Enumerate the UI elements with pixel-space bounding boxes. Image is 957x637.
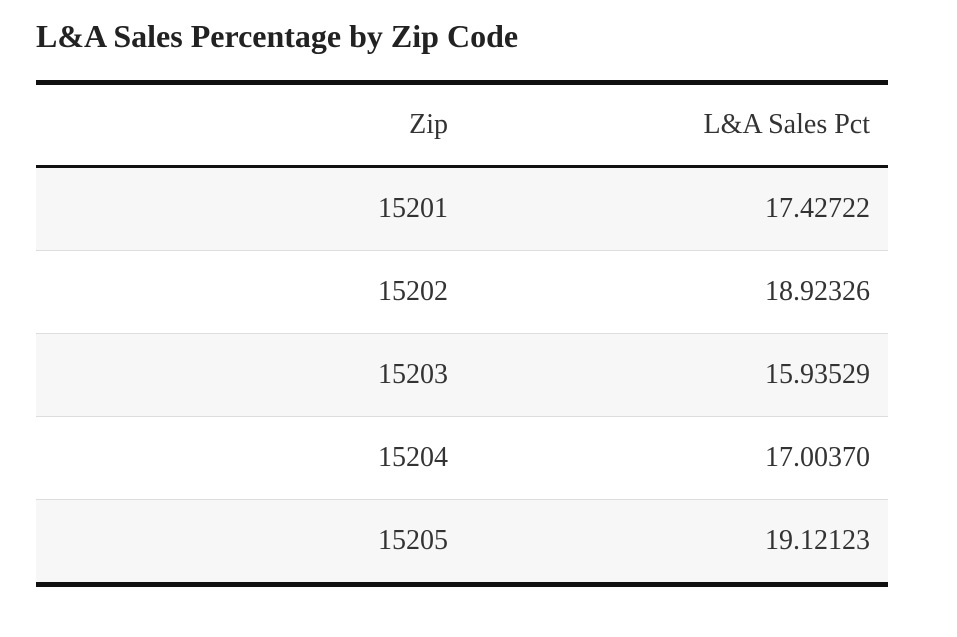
zip-cell: 15202 — [36, 250, 466, 334]
zip-cell: 15201 — [378, 193, 448, 224]
zip-cell: 15203 — [36, 333, 466, 417]
zip-cell: 15204 — [36, 416, 466, 500]
sales-table-container: Zip L&A Sales Pct 15201 17.42722 15202 1… — [36, 80, 888, 587]
header-sales-pct: L&A Sales Pct — [703, 109, 870, 140]
table-header: Zip L&A Sales Pct — [36, 82, 888, 167]
table-title: L&A Sales Percentage by Zip Code — [36, 18, 519, 54]
zip-cell: 15205 — [36, 499, 466, 585]
sales-table: Zip L&A Sales Pct 15201 17.42722 15202 1… — [36, 80, 888, 587]
table-body: 15201 17.42722 15202 18.92326 15203 15.9… — [36, 166, 888, 585]
table-row: 15201 17.42722 — [36, 166, 888, 251]
sales-pct-cell: 17.42722 — [765, 193, 870, 224]
sales-pct-cell: 17.00370 — [466, 416, 888, 500]
sales-pct-cell: 18.92326 — [466, 250, 888, 334]
header-row: Zip L&A Sales Pct — [36, 82, 888, 167]
table-row: 15202 18.92326 — [36, 250, 888, 334]
table-row: 15204 17.00370 — [36, 416, 888, 500]
table-row: 15203 15.93529 — [36, 333, 888, 417]
sales-pct-cell: 19.12123 — [466, 499, 888, 585]
table-row: 15205 19.12123 — [36, 499, 888, 585]
header-zip: Zip — [409, 109, 448, 140]
sales-pct-cell: 15.93529 — [466, 333, 888, 417]
